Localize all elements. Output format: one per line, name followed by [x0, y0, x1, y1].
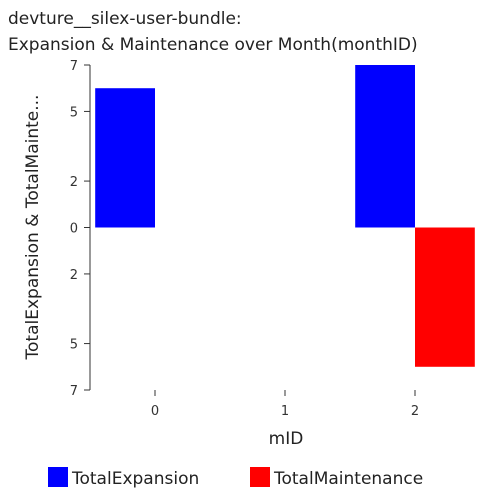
y-tick-label: 2	[70, 268, 78, 283]
x-tick-label: 2	[411, 404, 419, 419]
y-tick-label: 7	[70, 384, 78, 399]
legend-swatch-total-maintenance	[250, 467, 270, 487]
bar-totalmaintenance-2	[415, 227, 475, 367]
bar-totalexpansion-2	[355, 65, 415, 228]
y-tick-label: 5	[70, 105, 78, 120]
plot-area: 7 5 2 0 2 5 7 0 1 2	[70, 59, 475, 419]
chart-title-line-1: devture__silex-user-bundle:	[8, 9, 242, 29]
legend-label-total-maintenance: TotalMaintenance	[273, 469, 423, 489]
y-tick-label: 5	[70, 338, 78, 353]
y-tick-label: 7	[70, 59, 78, 74]
y-tick-label: 2	[70, 175, 78, 190]
x-tick-label: 0	[151, 404, 159, 419]
legend-label-total-expansion: TotalExpansion	[71, 469, 199, 489]
x-axis-label: mID	[269, 429, 304, 449]
bar-totalexpansion-0	[95, 88, 155, 228]
y-tick-label: 0	[70, 222, 78, 237]
y-axis-label: TotalExpansion & TotalMainte...	[23, 95, 43, 361]
legend-swatch-total-expansion	[48, 467, 68, 487]
x-tick-label: 1	[281, 404, 289, 419]
chart-title-line-2: Expansion & Maintenance over Month(month…	[8, 35, 418, 55]
legend: TotalExpansion TotalMaintenance	[48, 467, 423, 489]
